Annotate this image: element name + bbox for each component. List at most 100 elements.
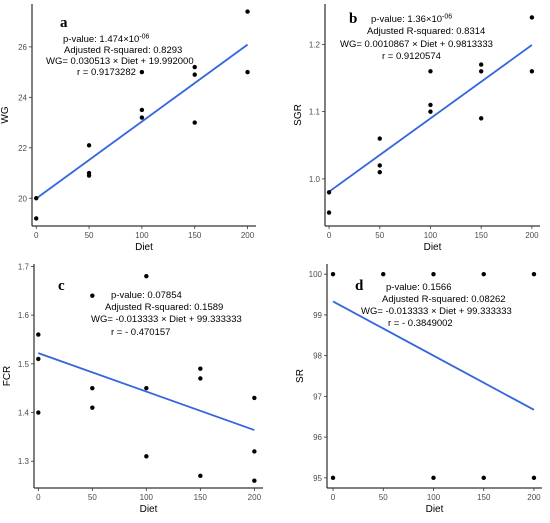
data-point — [36, 410, 41, 415]
data-point — [245, 69, 250, 75]
y-tick-label: 1.5 — [18, 360, 30, 369]
y-tick-label: 1.4 — [18, 409, 30, 418]
x-tick-label: 0 — [34, 231, 39, 240]
data-point — [381, 271, 386, 277]
data-point — [531, 271, 537, 277]
y-tick-label: 1.7 — [18, 262, 30, 271]
y-tick-label: 99 — [313, 311, 322, 320]
data-point — [529, 69, 535, 74]
y-tick-label: 98 — [313, 352, 322, 361]
data-point — [90, 385, 95, 391]
data-point — [192, 120, 197, 125]
y-tick-label: 1.6 — [18, 311, 30, 320]
x-tick-label: 50 — [88, 493, 97, 502]
y-tick-label: 24 — [18, 93, 27, 102]
data-point — [34, 196, 39, 201]
data-point — [198, 473, 203, 479]
data-point — [90, 293, 95, 298]
data-point — [36, 356, 41, 362]
x-tick-label: 100 — [424, 231, 438, 240]
panel-b: 0 50 100 150 200 1.0 1.1 1.2 Diet SGR b p-value: 1.… — [293, 4, 540, 253]
y-tick-label: 22 — [18, 144, 27, 153]
annotation-line: Adjusted R-squared: 0.8314 — [367, 26, 485, 37]
annotation-line: Adjusted R-squared: 0.1589 — [105, 302, 223, 313]
x-tick-label: 50 — [85, 231, 94, 240]
data-point — [478, 69, 484, 74]
data-point — [144, 273, 149, 279]
x-tick-label: 150 — [194, 493, 208, 502]
x-tick-label: 50 — [375, 231, 384, 240]
data-point — [428, 69, 433, 74]
panel-a: 0 50 100 150 200 20 22 24 26 Diet WG a p-value: 1.47… — [0, 4, 256, 253]
panel-label: d — [355, 278, 364, 294]
x-tick-label: 200 — [248, 493, 262, 502]
x-tick-label: 200 — [241, 231, 255, 240]
y-tick-label: 1.3 — [18, 457, 30, 466]
data-point — [139, 107, 145, 113]
data-point — [428, 102, 433, 108]
data-point — [139, 115, 145, 120]
annotation-line: WG= -0.013333 × Diet + 99.333333 — [361, 306, 512, 317]
x-tick-label: 0 — [331, 493, 336, 502]
data-point — [330, 271, 336, 277]
data-point — [192, 64, 197, 70]
y-axis-label: WG — [0, 106, 11, 123]
y-tick-label: 1.1 — [309, 108, 321, 117]
x-axis-label: Diet — [140, 504, 158, 515]
x-axis-label: Diet — [135, 242, 153, 253]
x-tick-label: 50 — [379, 493, 388, 502]
x-tick-label: 100 — [427, 493, 441, 502]
data-point — [252, 449, 257, 454]
data-point — [377, 163, 382, 168]
data-point — [431, 475, 436, 481]
y-tick-label: 100 — [309, 270, 323, 279]
data-point — [144, 385, 149, 391]
regression-line — [35, 43, 249, 200]
data-point — [481, 271, 486, 277]
regression-line — [328, 44, 533, 193]
data-point — [481, 475, 486, 481]
panel-label: a — [60, 15, 68, 31]
data-point — [86, 173, 92, 178]
panel-label: c — [58, 278, 65, 294]
annotation-line: p-value: 0.07854 — [111, 290, 182, 301]
annotation-line: WG= 0.0010867 × Diet + 0.9813333 — [340, 39, 493, 50]
data-point — [531, 475, 537, 481]
annotation-line: r = 0.9173282 — [77, 67, 136, 78]
x-axis-label: Diet — [426, 504, 444, 515]
y-tick-label: 20 — [18, 194, 27, 203]
regression-line — [332, 300, 535, 411]
data-point — [326, 190, 332, 195]
annotation-line: p-value: 0.1566 — [386, 282, 452, 293]
x-tick-label: 150 — [188, 231, 202, 240]
data-point — [428, 109, 433, 114]
data-point — [252, 478, 257, 483]
data-point — [478, 116, 484, 121]
x-tick-label: 150 — [474, 231, 488, 240]
data-point — [330, 475, 336, 481]
annotation-line: r = - 0.3849002 — [388, 318, 453, 329]
data-point — [34, 216, 39, 221]
panel-d: 0 50 100 150 200 95 96 97 98 99 100 Diet SR d p-value:… — [295, 264, 542, 515]
data-point — [377, 136, 382, 141]
x-axis-label: Diet — [424, 242, 442, 253]
x-tick-label: 200 — [525, 231, 539, 240]
x-tick-label: 100 — [140, 493, 154, 502]
x-tick-label: 200 — [527, 493, 541, 502]
annotation-line: r = 0.9120574 — [382, 51, 441, 62]
data-point — [36, 332, 41, 337]
data-point — [529, 15, 535, 20]
data-point — [245, 9, 250, 14]
annotation-line: r = - 0.470157 — [111, 327, 170, 338]
annotation-line: p-value: 1.474×10-06 — [63, 34, 150, 46]
y-tick-label: 97 — [313, 392, 322, 401]
data-point — [192, 72, 197, 77]
annotation-line: WG= 0.030513 × Diet + 19.992000 — [46, 56, 194, 67]
data-point — [144, 454, 149, 459]
data-point — [198, 376, 203, 381]
annotation-line: Adjusted R-squared: 0.8293 — [64, 45, 182, 56]
data-point — [326, 210, 332, 215]
x-tick-label: 0 — [36, 493, 41, 502]
